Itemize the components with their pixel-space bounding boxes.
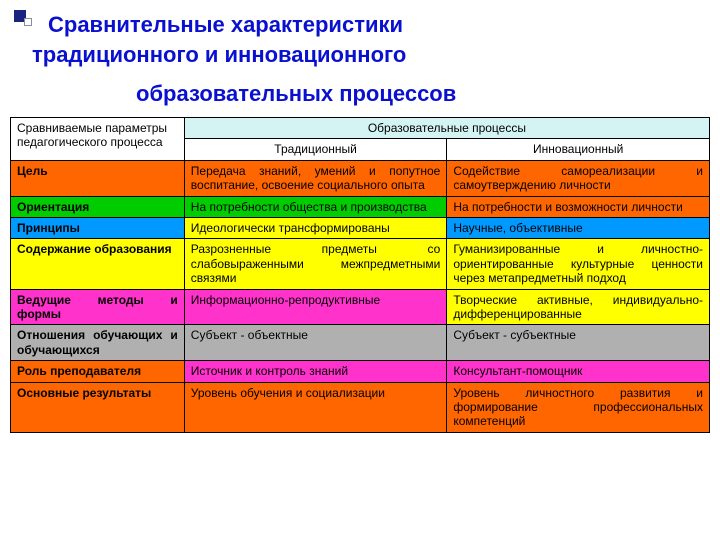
title-line-3: образовательных процессов bbox=[136, 79, 688, 109]
innovative-cell: Научные, объективные bbox=[447, 218, 710, 239]
traditional-cell: Идеологически трансформированы bbox=[184, 218, 447, 239]
slide: Сравнительные характеристики традиционно… bbox=[0, 0, 720, 540]
header-traditional: Традиционный bbox=[184, 139, 447, 160]
traditional-cell: Разрозненные предметы со слабовыраженным… bbox=[184, 239, 447, 289]
param-cell: Роль преподавателя bbox=[11, 361, 185, 382]
traditional-cell: Информационно-репродуктивные bbox=[184, 289, 447, 325]
param-cell: Отношения обучающих и обучающихся bbox=[11, 325, 185, 361]
title-line-2: традиционного и инновационного bbox=[32, 40, 688, 70]
traditional-cell: Уровень обучения и социализации bbox=[184, 382, 447, 432]
table-row: Роль преподавателяИсточник и контроль зн… bbox=[11, 361, 710, 382]
header-params: Сравниваемые параметры педагогического п… bbox=[11, 118, 185, 161]
table-row: ОриентацияНа потребности общества и прои… bbox=[11, 196, 710, 217]
header-processes: Образовательные процессы bbox=[184, 118, 709, 139]
traditional-cell: Источник и контроль знаний bbox=[184, 361, 447, 382]
bullet-icon bbox=[14, 10, 36, 30]
traditional-cell: Передача знаний, умений и попутное воспи… bbox=[184, 160, 447, 196]
table-row: Отношения обучающих и обучающихсяСубъект… bbox=[11, 325, 710, 361]
innovative-cell: Творческие активные, индивидуально-диффе… bbox=[447, 289, 710, 325]
innovative-cell: Субъект - субъектные bbox=[447, 325, 710, 361]
header-innovative: Инновационный bbox=[447, 139, 710, 160]
traditional-cell: На потребности общества и производства bbox=[184, 196, 447, 217]
innovative-cell: Уровень личностного развития и формирова… bbox=[447, 382, 710, 432]
comparison-table: Сравниваемые параметры педагогического п… bbox=[10, 117, 710, 433]
param-cell: Цель bbox=[11, 160, 185, 196]
innovative-cell: На потребности и возможности личности bbox=[447, 196, 710, 217]
table-row: ЦельПередача знаний, умений и попутное в… bbox=[11, 160, 710, 196]
table-row: Содержание образованияРазрозненные предм… bbox=[11, 239, 710, 289]
param-cell: Содержание образования bbox=[11, 239, 185, 289]
param-cell: Принципы bbox=[11, 218, 185, 239]
title-line-1: Сравнительные характеристики bbox=[48, 12, 403, 37]
innovative-cell: Содействие самореализации и самоутвержде… bbox=[447, 160, 710, 196]
table-header-row-1: Сравниваемые параметры педагогического п… bbox=[11, 118, 710, 139]
table-row: ПринципыИдеологически трансформированыНа… bbox=[11, 218, 710, 239]
param-cell: Ориентация bbox=[11, 196, 185, 217]
innovative-cell: Гуманизированные и личностно-ориентирова… bbox=[447, 239, 710, 289]
table-row: Основные результатыУровень обучения и со… bbox=[11, 382, 710, 432]
table-row: Ведущие методы и формыИнформационно-репр… bbox=[11, 289, 710, 325]
traditional-cell: Субъект - объектные bbox=[184, 325, 447, 361]
title-block: Сравнительные характеристики традиционно… bbox=[48, 10, 688, 109]
innovative-cell: Консультант-помощник bbox=[447, 361, 710, 382]
param-cell: Основные результаты bbox=[11, 382, 185, 432]
param-cell: Ведущие методы и формы bbox=[11, 289, 185, 325]
